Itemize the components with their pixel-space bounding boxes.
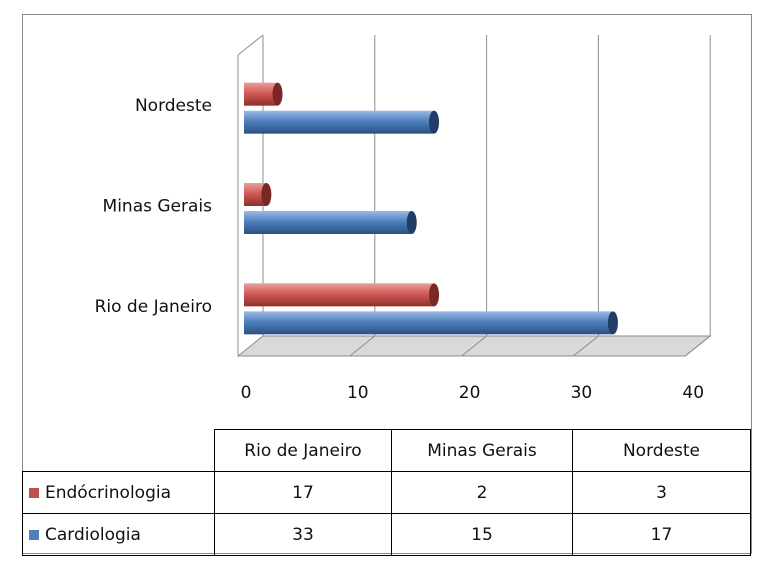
y-category-label: Minas Gerais [103,197,213,217]
bar-cardiologia [244,110,435,134]
wall-edge [237,34,264,56]
y-category-label: Rio de Janeiro [95,297,212,317]
x-tick-label: 10 [347,383,369,403]
table-header-cell: Nordeste [572,429,751,472]
table-cell: 2 [391,471,573,514]
bar-endocrinologia [244,283,435,307]
table-cell: 3 [572,471,751,514]
table-row: Endócrinologia 17 2 3 [22,471,751,514]
gridline [461,335,487,357]
bar-cap-cardiologia [406,211,417,234]
bar-cap-cardiologia [607,311,618,335]
y-category-label: Nordeste [135,96,212,116]
series-label-cell: Endócrinologia [22,471,215,514]
table-cell: 33 [214,513,392,556]
table-corner [23,430,215,472]
legend-swatch-endocrinologia [29,487,39,498]
x-tick-label: 0 [241,383,252,403]
table-cell: 17 [214,471,392,514]
bar-cap-endocrinologia [272,82,283,106]
data-table: Rio de Janeiro Minas Gerais Nordeste End… [22,429,751,556]
x-tick-label: 30 [571,383,593,403]
gridline [684,335,711,357]
gridline [573,335,599,357]
table-row: Cardiologia 33 15 17 [22,513,751,556]
bar-cap-cardiologia [429,110,440,134]
table-cell: 17 [572,513,751,556]
series-label: Endócrinologia [45,482,171,503]
x-tick-label: 40 [682,383,704,403]
gridline [349,335,376,357]
table-cell: 15 [391,513,573,556]
table-header-cell: Minas Gerais [391,429,573,472]
bar-cap-endocrinologia [429,283,440,307]
bar-cap-endocrinologia [261,183,272,206]
table-header-cell: Rio de Janeiro [214,429,392,472]
bar-endocrinologia [244,82,278,106]
series-label-cell: Cardiologia [22,513,215,556]
series-label: Cardiologia [45,524,141,545]
bar-endocrinologia [244,183,267,206]
bar-cardiologia [244,211,412,234]
legend-swatch-cardiologia [29,529,39,540]
bar-cardiologia [244,311,613,335]
x-tick-label: 20 [459,383,481,403]
table-header-row: Rio de Janeiro Minas Gerais Nordeste [23,429,751,472]
